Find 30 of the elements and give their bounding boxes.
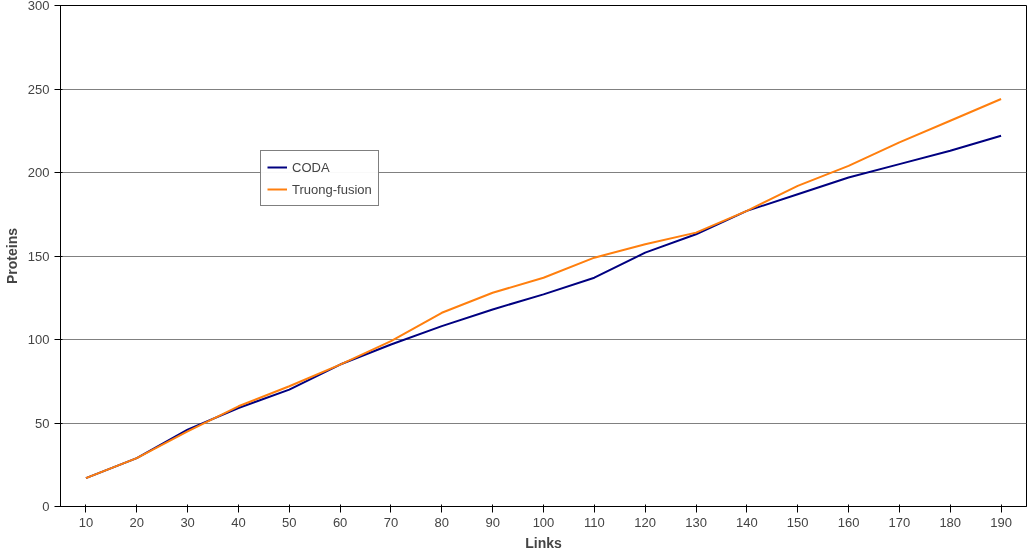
x-axis-title: Links: [525, 534, 562, 551]
legend-label: Truong-fusion: [292, 181, 372, 197]
x-tick-label: 160: [837, 514, 860, 530]
x-tick-label: 30: [180, 514, 195, 530]
y-tick-label: 150: [27, 248, 50, 264]
x-tick-label: 70: [383, 514, 399, 530]
y-tick-label: 200: [27, 165, 50, 180]
y-tick-label: 100: [27, 332, 50, 347]
legend-label: CODA: [292, 159, 330, 175]
x-tick-label: 170: [888, 514, 911, 530]
x-tick-label: 150: [786, 514, 809, 530]
y-axis-title: Proteins: [3, 227, 20, 285]
x-tick-label: 10: [78, 514, 94, 530]
x-tick-label: 100: [532, 514, 555, 530]
x-tick-label: 50: [282, 514, 297, 530]
x-tick-label: 60: [332, 514, 348, 530]
x-tick-label: 80: [434, 514, 450, 530]
x-tick-label: 90: [485, 514, 500, 530]
x-tick-label: 40: [231, 514, 246, 530]
y-tick-label: 300: [27, 0, 50, 13]
x-tick-label: 130: [685, 514, 707, 530]
x-tick-label: 20: [129, 514, 144, 530]
x-tick-label: 190: [990, 514, 1012, 530]
x-tick-label: 110: [583, 514, 605, 530]
y-tick-label: 250: [27, 81, 50, 97]
y-tick-label: 50: [35, 415, 50, 431]
x-tick-label: 120: [634, 514, 657, 530]
x-tick-label: 180: [939, 514, 962, 530]
y-tick-label: 0: [42, 499, 50, 514]
x-tick-label: 140: [736, 514, 758, 530]
